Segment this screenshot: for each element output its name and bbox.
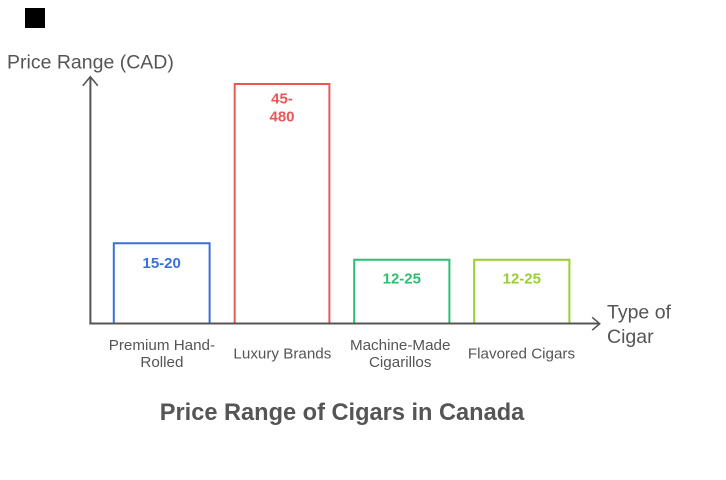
svg-text:Machine-Made: Machine-Made [350,337,450,354]
svg-text:12-25: 12-25 [383,271,421,288]
svg-text:Flavored Cigars: Flavored Cigars [468,346,576,363]
svg-text:Type of: Type of [607,301,672,323]
svg-text:Premium Hand-: Premium Hand- [109,337,215,354]
svg-text:Rolled: Rolled [140,354,183,371]
svg-text:Cigarillos: Cigarillos [369,354,432,371]
svg-text:480: 480 [269,109,294,126]
svg-text:15-20: 15-20 [143,255,181,272]
svg-text:Cigar: Cigar [607,326,654,348]
svg-text:12-25: 12-25 [503,271,541,288]
svg-text:Luxury Brands: Luxury Brands [233,346,331,363]
svg-text:Price Range (CAD): Price Range (CAD) [7,51,174,73]
svg-text:Price Range of Cigars in Canad: Price Range of Cigars in Canada [160,400,525,426]
svg-text:45-: 45- [271,90,293,107]
